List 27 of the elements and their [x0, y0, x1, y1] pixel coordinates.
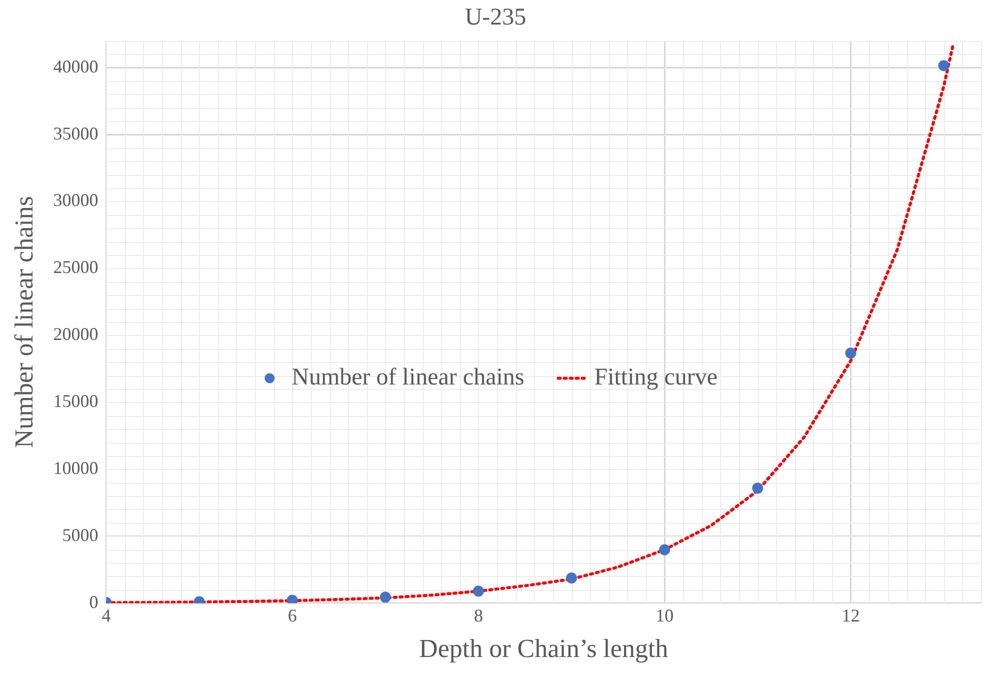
y-tick-label: 15000 — [53, 391, 98, 412]
y-tick-label: 40000 — [53, 56, 98, 76]
y-tick-label: 30000 — [53, 190, 98, 210]
x-tick-label: 6 — [288, 606, 297, 626]
point — [472, 586, 484, 597]
y-tick-label: 0 — [89, 592, 98, 612]
point — [752, 482, 764, 494]
y-tick-label: 10000 — [53, 458, 98, 478]
point — [566, 572, 578, 584]
legend-label: Fitting curve — [594, 364, 718, 391]
y-axis-title: Number of linear chains — [9, 196, 38, 448]
y-tick-label: 5000 — [62, 524, 98, 545]
chart-title: U-235 — [464, 4, 526, 31]
legend-label: Number of linear chains — [292, 364, 524, 391]
x-axis-title: Depth or Chain’s length — [419, 634, 668, 664]
point — [845, 348, 856, 359]
y-tick-label: 25000 — [53, 257, 98, 278]
x-tick-label: 12 — [842, 606, 860, 626]
point — [938, 60, 950, 72]
point — [286, 594, 298, 604]
point — [659, 544, 670, 556]
y-tick-label: 20000 — [53, 324, 98, 344]
x-tick-label: 10 — [656, 606, 674, 626]
y-tick-label: 35000 — [53, 123, 98, 144]
x-tick-label: 4 — [102, 606, 111, 626]
point — [380, 592, 391, 603]
x-tick-label: 8 — [474, 606, 483, 626]
